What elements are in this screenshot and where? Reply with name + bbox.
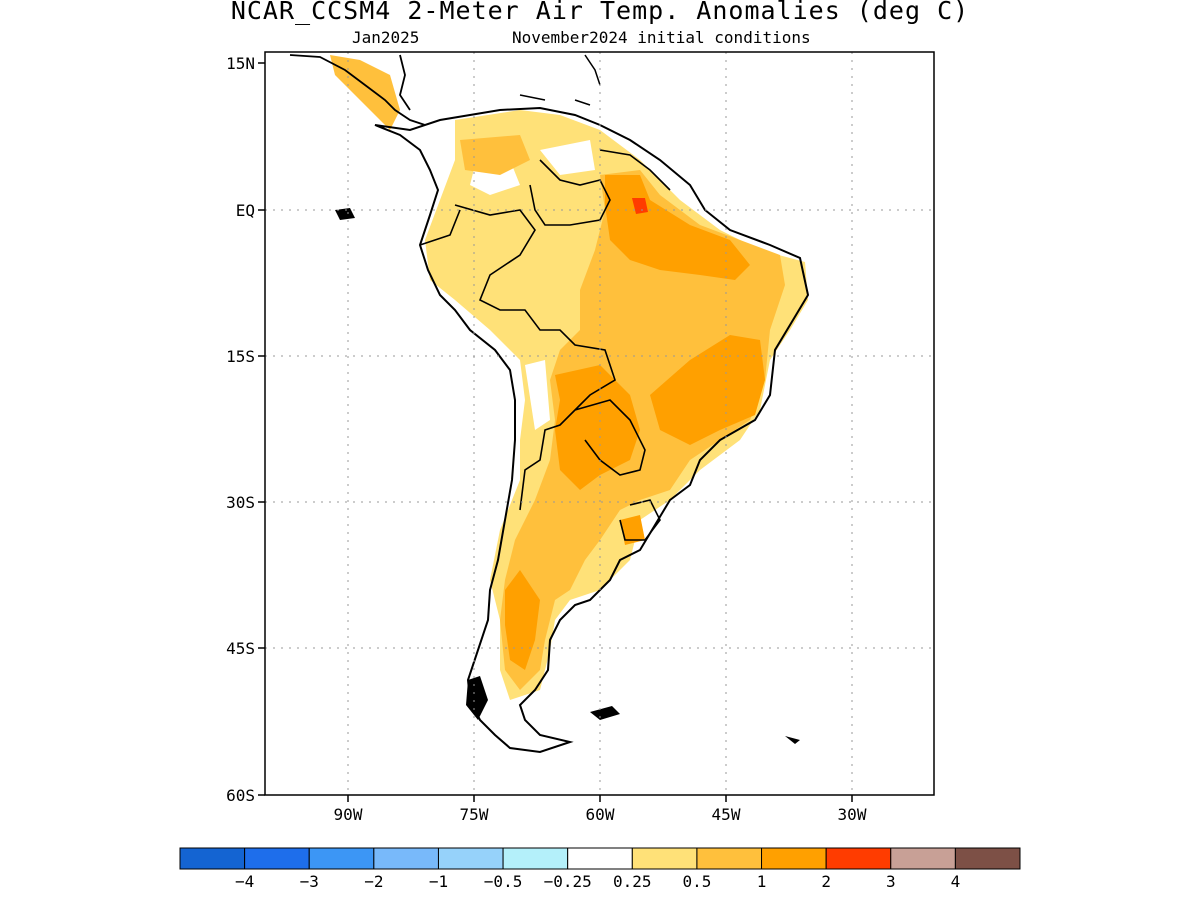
lon-label: 60W [586,805,615,824]
forecast-month: Jan2025 [352,28,420,47]
galapagos-islands [335,208,355,220]
lat-label: 30S [226,493,255,512]
legend-label: −1 [429,872,448,891]
legend-label: 4 [951,872,961,891]
legend-swatch [954,847,1021,870]
legend-label: −4 [235,872,254,891]
anomaly-region-3 [632,198,648,214]
legend-label: 1 [757,872,767,891]
anomaly-region-1 [330,55,400,130]
legend-label: 0.25 [613,872,652,891]
legend-swatch [437,847,504,870]
legend-swatch [761,847,827,870]
legend-swatch [308,847,375,870]
legend-swatch [567,847,633,870]
anomaly-region-2 [505,570,540,670]
coastline-central-america [289,54,426,126]
lat-label: 15S [226,347,255,366]
lat-label: 15N [226,54,255,73]
legend-swatch [696,847,763,870]
coastline-south-america [374,106,810,754]
anomaly-region-1 [500,170,785,690]
lon-label: 75W [460,805,489,824]
color-legend: −4 −3 −2 −1 −0.5 −0.25 0.25 0.5 1 2 3 4 [179,847,1021,891]
lat-label: 60S [226,786,255,805]
lat-label: EQ [236,201,255,220]
lon-label: 90W [334,805,363,824]
legend-label: −3 [300,872,319,891]
legend-swatch [179,847,246,870]
near-zero-patch [540,140,595,175]
legend-swatch [631,847,698,870]
caribbean-islands [519,54,601,106]
falkland-islands [590,706,620,720]
anomaly-region-2 [650,335,765,445]
legend-swatch [890,847,956,870]
legend-swatch [373,847,439,870]
legend-label: −0.5 [484,872,523,891]
lon-label: 45W [712,805,741,824]
chile-archipelago [466,676,488,720]
map-area [289,54,810,754]
anomaly-region-2 [620,515,645,545]
legend-swatch [825,847,892,870]
near-zero-patch [525,360,550,430]
anomaly-region-1 [460,135,530,175]
legend-label: 0.5 [682,872,711,891]
country-borders [419,149,671,541]
legend-label: 3 [886,872,896,891]
lon-label: 30W [838,805,867,824]
initial-conditions: November2024 initial conditions [512,28,811,47]
legend-swatch [502,847,569,870]
legend-label: −0.25 [544,872,592,891]
south-georgia [785,736,800,744]
legend-swatch [244,847,310,870]
lat-label: 45S [226,639,255,658]
legend-label: 2 [821,872,831,891]
map-title: NCAR_CCSM4 2-Meter Air Temp. Anomalies (… [230,0,970,25]
tick-marks [258,62,853,802]
legend-label: −2 [364,872,383,891]
anomaly-region-2 [555,365,640,490]
